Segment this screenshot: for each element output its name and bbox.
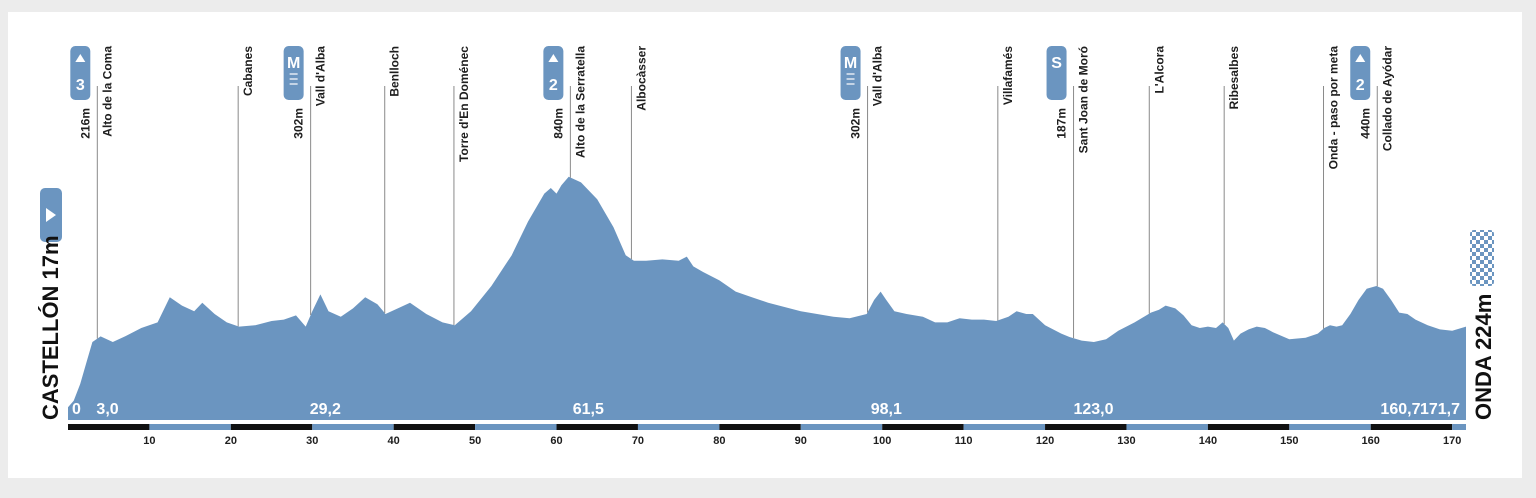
axis-segment [312,424,394,430]
km-marker-label: 3,0 [96,401,118,418]
axis-tick-label: 170 [1443,435,1461,447]
axis-segment [1289,424,1371,430]
axis-tick-label: 10 [143,435,155,447]
waypoint-altitude: 302m [292,108,306,139]
waypoint-altitude: 840m [551,108,565,139]
axis-tick-label: 40 [388,435,400,447]
km-marker-label: 98,1 [871,401,902,418]
waypoint-badge [1046,46,1067,100]
km-marker-label: 61,5 [573,401,604,418]
climb-category-label: 2 [549,77,558,94]
waypoint-name: Collado de Ayódar [1380,46,1394,151]
km-marker-label: 29,2 [310,401,341,418]
waypoint-name: Onda - paso por meta [1327,46,1341,170]
stage-profile-frame: 3 M 2 M S 2 0 3,0 29,2 61,5 98,1 123,0 160,7 171,7 Al… [8,12,1522,478]
axis-segment [1207,424,1290,430]
badge-letter: M [844,55,857,72]
badge-letter: S [1051,55,1062,72]
waypoint-name: L'Alcora [1152,46,1166,94]
axis-tick-label: 140 [1199,435,1217,447]
finish-label: ONDA 224m [1471,294,1496,420]
waypoint-name: Albocàsser [634,46,648,111]
waypoint-name: Cabanes [241,46,255,96]
waypoint-badge [283,46,304,100]
waypoint-altitude: 440m [1358,108,1372,139]
elevation-profile-area [68,176,1466,420]
start-label: CASTELLÓN 17m [38,235,63,420]
waypoint-name: Vall d'Alba [871,46,885,107]
waypoint-name: Alto de la Serratella [573,46,587,158]
axis-tick-label: 20 [225,435,237,447]
axis-tick-label: 70 [632,435,644,447]
badge-letter: M [287,55,300,72]
axis-tick-label: 90 [795,435,807,447]
waypoint-altitude: 187m [1055,108,1069,139]
waypoint-name: Sant Joan de Moró [1077,46,1091,153]
axis-tick-label: 50 [469,435,481,447]
waypoint-name: Vall d'Alba [314,46,328,107]
climb-category-label: 3 [76,77,85,94]
axis-segment [963,424,1046,430]
waypoint-name: Villafamés [1001,46,1015,105]
waypoint-name: Torre d'En Doménec [457,46,471,162]
axis-segment [719,424,801,430]
climb-triangle-icon [1355,54,1366,62]
axis-segment [1045,424,1127,430]
axis-segment [393,424,476,430]
axis-tick-label: 110 [955,435,973,447]
climb-triangle-icon [548,54,559,62]
axis-segment [475,424,557,430]
axis-tick-label: 160 [1362,435,1380,447]
km-marker-label: 0 [72,401,81,418]
axis-tick-label: 120 [1036,435,1054,447]
axis-tick-label: 80 [713,435,725,447]
axis-segment [149,424,231,430]
axis-segment [637,424,720,430]
stage-profile-chart: 3 M 2 M S 2 0 3,0 29,2 61,5 98,1 123,0 160,7 171,7 Al… [38,46,1496,447]
climb-category-label: 2 [1356,77,1365,94]
axis-segment [230,424,313,430]
axis-segment [68,424,150,430]
km-marker-label: 171,7 [1420,401,1460,418]
axis-segment [1452,424,1466,430]
finish-flag-icon [1470,230,1494,286]
climb-triangle-icon [75,54,86,62]
waypoint-name: Ribesalbes [1227,46,1241,110]
axis-tick-label: 30 [306,435,318,447]
waypoint-name: Alto de la Coma [100,46,114,137]
axis-segment [556,424,638,430]
km-marker-label: 123,0 [1073,401,1113,418]
waypoint-badge [1350,46,1371,100]
axis-segment [1370,424,1453,430]
axis-segment [1126,424,1208,430]
km-marker-label: 160,7 [1380,401,1420,418]
waypoint-altitude: 302m [849,108,863,139]
waypoint-badge [543,46,564,100]
waypoint-badge [840,46,861,100]
axis-tick-label: 130 [1117,435,1135,447]
axis-tick-label: 150 [1280,435,1298,447]
waypoint-altitude: 216m [78,108,92,139]
waypoint-name: Benlloch [388,46,402,97]
axis-tick-label: 100 [873,435,891,447]
axis-segment [800,424,883,430]
waypoint-badge [70,46,91,100]
axis-tick-label: 60 [550,435,562,447]
axis-segment [882,424,964,430]
start-arrow-icon [46,208,56,222]
